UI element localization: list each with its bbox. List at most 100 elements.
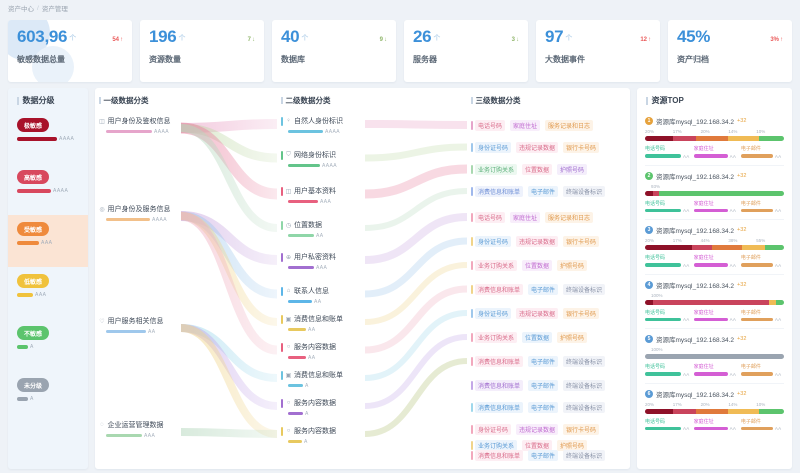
data-type-tag[interactable]: 服务记录和日志	[545, 120, 594, 131]
grade-level-item[interactable]: 高敏感 AAAA	[8, 163, 88, 215]
resource-tag[interactable]: 家庭住址 AA	[693, 254, 737, 268]
data-type-tag[interactable]: 业务订购关系	[475, 260, 518, 271]
data-type-tag[interactable]: 银行卡号码	[563, 142, 600, 153]
data-type-tag[interactable]: 家庭住址	[510, 212, 541, 223]
data-type-tag[interactable]: 电子邮件	[528, 356, 559, 367]
data-type-tag[interactable]: 护照号码	[557, 332, 588, 343]
resource-tag[interactable]: 电子邮件 AA	[740, 145, 784, 159]
data-type-tag[interactable]: 终端设备标识	[563, 402, 606, 413]
data-type-tag[interactable]: 消费信息和账单	[475, 450, 524, 461]
data-type-tag[interactable]: 位置数据	[522, 440, 553, 451]
data-type-tag[interactable]: 身份证号码	[475, 424, 512, 435]
data-type-tag[interactable]: 终端设备标识	[563, 450, 606, 461]
resource-tag[interactable]: 电子邮件 AA	[740, 254, 784, 268]
data-type-tag[interactable]: 银行卡号码	[563, 236, 600, 247]
sankey-node-level2[interactable]: ◫ 用户基本资料 AAA	[281, 186, 336, 205]
sankey-node-level3[interactable]: 消费信息和账单 电子邮件 终端设备标识	[471, 380, 606, 391]
grade-level-badge[interactable]: 高敏感	[17, 170, 50, 184]
data-type-tag[interactable]: 身份证号码	[475, 142, 512, 153]
data-type-tag[interactable]: 终端设备标识	[563, 380, 606, 391]
sankey-node-level1[interactable]: ♡ 用户服务相关信息 AA	[99, 316, 163, 335]
breadcrumb-current[interactable]: 资产管理	[41, 6, 68, 13]
sankey-node-level3[interactable]: 业务订购关系 位置数据 护照号码	[471, 260, 588, 271]
resource-name[interactable]: 资源库mysql_192.168.34.2	[656, 391, 735, 399]
resource-tag[interactable]: 电话号码 AA	[645, 200, 690, 213]
sankey-node-level2[interactable]: ▣ 消费信息和账单 A	[281, 370, 343, 389]
resource-item[interactable]: 1 资源库mysql_192.168.34.2 +32 20% 17% 20% 14% 10%…	[645, 111, 784, 166]
sankey-node-level3[interactable]: 身份证号码 违规记录数据 银行卡号码	[471, 142, 600, 153]
stat-card[interactable]: 97 个 12 ↑ 大数据事件	[536, 20, 660, 82]
resource-tag[interactable]: 电话号码 AA	[645, 145, 690, 159]
data-type-tag[interactable]: 护照号码	[557, 260, 588, 271]
resource-item[interactable]: 3 资源库mysql_192.168.34.2 +32 20% 17% 44% 38% 55%…	[645, 220, 784, 275]
data-type-tag[interactable]: 电子邮件	[528, 186, 559, 197]
stat-card[interactable]: 603,96 个 54 ↑ 敏感数据总量	[8, 20, 132, 82]
data-type-tag[interactable]: 终端设备标识	[563, 284, 606, 295]
resource-tag[interactable]: 家庭住址 AA	[693, 145, 737, 159]
data-type-tag[interactable]: 业务订购关系	[475, 440, 518, 451]
sankey-node-level3[interactable]: 电话号码 家庭住址 服务记录和日志	[471, 212, 594, 223]
resource-tag[interactable]: 电子邮件 AA	[740, 309, 784, 322]
sankey-node-level1[interactable]: ◎ 用户身份及服务信息 AAAA	[99, 204, 170, 223]
data-type-tag[interactable]: 护照号码	[557, 164, 588, 175]
data-type-tag[interactable]: 电话号码	[475, 120, 506, 131]
data-type-tag[interactable]: 业务订购关系	[475, 332, 518, 343]
data-type-tag[interactable]: 违规记录数据	[516, 308, 559, 319]
breadcrumb-root[interactable]: 资产中心	[8, 6, 34, 13]
sankey-node-level2[interactable]: ⌂ 联系人信息 AA	[281, 286, 329, 305]
stat-card[interactable]: 26 个 3 ↓ 服务器	[404, 20, 528, 82]
resource-tag[interactable]: 电话号码 AA	[645, 363, 690, 377]
sankey-node-level2[interactable]: ○ 服务内容数据 AA	[281, 342, 336, 361]
sankey-node-level3[interactable]: 消费信息和账单 电子邮件 终端设备标识	[471, 186, 606, 197]
data-type-tag[interactable]: 电子邮件	[528, 380, 559, 391]
resource-tag[interactable]: 电子邮件 AA	[740, 363, 784, 377]
data-type-tag[interactable]: 违规记录数据	[516, 142, 559, 153]
resource-name[interactable]: 资源库mysql_192.168.34.2	[656, 228, 735, 235]
resource-name[interactable]: 资源库mysql_192.168.34.2	[656, 282, 735, 290]
sankey-node-level3[interactable]: 身份证号码 违规记录数据 银行卡号码	[471, 308, 600, 319]
data-type-tag[interactable]: 终端设备标识	[563, 186, 606, 197]
resource-name[interactable]: 资源库mysql_192.168.34.2	[656, 173, 735, 181]
grade-level-item[interactable]: 极敏感 AAAA	[8, 111, 88, 163]
grade-level-badge[interactable]: 受敏感	[17, 222, 50, 236]
sankey-node-level3[interactable]: 身份证号码 违规记录数据 银行卡号码	[471, 236, 600, 247]
resource-tag[interactable]: 家庭住址 AA	[693, 309, 737, 322]
sankey-node-level3[interactable]: 业务订购关系 位置数据 护照号码	[471, 164, 588, 175]
grade-level-item[interactable]: 低敏感 AAA	[8, 267, 88, 319]
sankey-node-level2[interactable]: ○ 服务内容数据 A	[281, 398, 336, 417]
data-type-tag[interactable]: 位置数据	[522, 260, 553, 271]
sankey-node-level1[interactable]: ◫ 用户身份及鉴权信息 AAAA	[99, 116, 170, 135]
sankey-node-level2[interactable]: ⊕ 用户私密资料 AAA	[281, 252, 336, 271]
grade-level-badge[interactable]: 极敏感	[17, 118, 50, 132]
data-type-tag[interactable]: 电话号码	[475, 212, 506, 223]
stat-card[interactable]: 40 个 9 ↓ 数据库	[272, 20, 396, 82]
sankey-node-level3[interactable]: 消费信息和账单 电子邮件 终端设备标识	[471, 402, 606, 413]
data-type-tag[interactable]: 服务记录和日志	[545, 212, 594, 223]
data-type-tag[interactable]: 违规记录数据	[516, 236, 559, 247]
sankey-node-level3[interactable]: 业务订购关系 位置数据 护照号码	[471, 332, 588, 343]
data-type-tag[interactable]: 违规记录数据	[516, 424, 559, 435]
grade-level-item[interactable]: 未分级 A	[8, 371, 88, 423]
resource-tag[interactable]: 家庭住址 AA	[693, 200, 737, 213]
resource-item[interactable]: 5 资源库mysql_192.168.34.2 +32 100% 电话号码 AA 家庭住址 A…	[645, 329, 784, 384]
grade-level-badge[interactable]: 不敏感	[17, 326, 50, 340]
data-type-tag[interactable]: 银行卡号码	[563, 424, 600, 435]
grade-level-badge[interactable]: 低敏感	[17, 274, 50, 288]
sankey-node-level3[interactable]: 消费信息和账单 电子邮件 终端设备标识	[471, 450, 606, 461]
resource-tag[interactable]: 家庭住址 AA	[693, 418, 737, 431]
data-type-tag[interactable]: 消费信息和账单	[475, 284, 524, 295]
sankey-node-level2[interactable]: ○ 服务内容数据 A	[281, 426, 336, 445]
resource-name[interactable]: 资源库mysql_192.168.34.2	[656, 119, 735, 126]
data-type-tag[interactable]: 电子邮件	[528, 402, 559, 413]
data-type-tag[interactable]: 业务订购关系	[475, 164, 518, 175]
sankey-node-level3[interactable]: 电话号码 家庭住址 服务记录和日志	[471, 120, 594, 131]
data-type-tag[interactable]: 身份证号码	[475, 308, 512, 319]
sankey-node-level3[interactable]: 身份证号码 违规记录数据 银行卡号码	[471, 424, 600, 435]
data-type-tag[interactable]: 银行卡号码	[563, 308, 600, 319]
resource-item[interactable]: 4 资源库mysql_192.168.34.2 +32 100% 电话号码 AA 家庭住址 A…	[645, 275, 784, 329]
data-type-tag[interactable]: 护照号码	[557, 440, 588, 451]
data-type-tag[interactable]: 电子邮件	[528, 284, 559, 295]
data-type-tag[interactable]: 消费信息和账单	[475, 356, 524, 367]
sankey-node-level2[interactable]: ◷ 位置数据 AA	[281, 220, 323, 239]
grade-level-item[interactable]: 受敏感 AAA	[8, 215, 88, 267]
